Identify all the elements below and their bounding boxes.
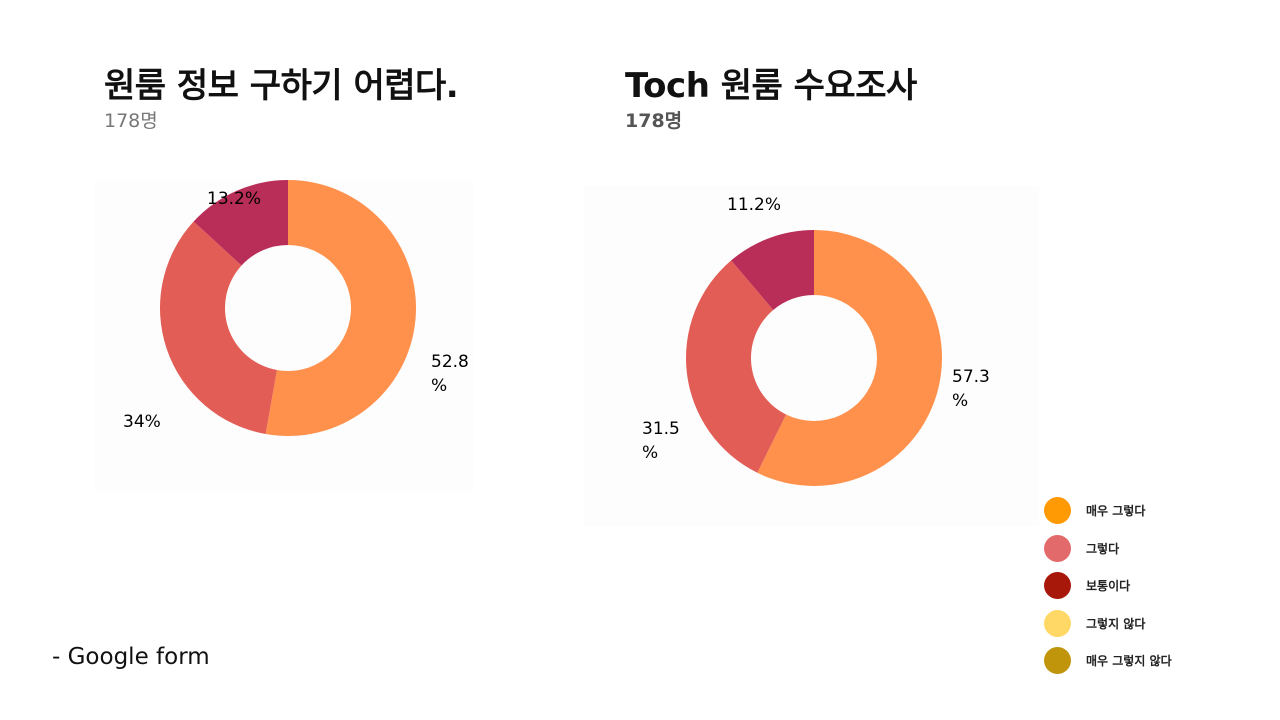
donut-slice bbox=[757, 230, 942, 486]
legend-swatch bbox=[1044, 534, 1071, 562]
legend-item-very-agree: 매우 그렇다 bbox=[1044, 492, 1172, 530]
slice-data-label: 11.2% bbox=[727, 195, 781, 215]
legend-label: 그렇지 않다 bbox=[1086, 616, 1146, 631]
legend-item-very-disagree: 매우 그렇지 않다 bbox=[1044, 642, 1172, 680]
slice-data-label: 31.5% bbox=[642, 419, 680, 463]
legend-item-neutral: 보통이다 bbox=[1044, 567, 1172, 605]
chart-title-left: 원룸 정보 구하기 어렵다. bbox=[104, 66, 459, 106]
donut-chart-panel-left: 52.8% 34% 13.2% bbox=[95, 180, 473, 492]
chart-legend: 매우 그렇다 그렇다 보통이다 그렇지 않다 매우 그렇지 않다 bbox=[1044, 492, 1172, 680]
legend-swatch bbox=[1044, 572, 1071, 600]
respondent-count-right: 178명 bbox=[625, 110, 683, 132]
donut-chart-left: 52.8 % 34% 13.2% bbox=[123, 180, 469, 436]
donut-slice bbox=[193, 180, 288, 266]
donut-chart-panel-right: 57.3% 31.5% 11.2% bbox=[584, 186, 1039, 526]
donut-chart-right: 57.3 % 31.5 % 11.2% bbox=[642, 195, 990, 486]
legend-item-disagree: 그렇지 않다 bbox=[1044, 605, 1172, 643]
donut-slice bbox=[160, 221, 277, 435]
donut-slice bbox=[731, 230, 814, 310]
slice-data-label: 34% bbox=[123, 412, 161, 432]
legend-label: 매우 그렇다 bbox=[1086, 504, 1146, 519]
legend-label: 보통이다 bbox=[1086, 579, 1131, 594]
legend-label: 그렇다 bbox=[1086, 541, 1120, 556]
donut-slice bbox=[265, 180, 417, 436]
slice-data-label: 52.8% bbox=[431, 352, 469, 396]
respondent-count-left: 178명 bbox=[104, 110, 158, 132]
legend-label: 매우 그렇지 않다 bbox=[1086, 654, 1172, 669]
legend-swatch bbox=[1044, 609, 1071, 637]
legend-swatch bbox=[1044, 497, 1071, 525]
slice-data-label: 57.3% bbox=[952, 367, 990, 411]
donut-slice bbox=[686, 260, 787, 473]
source-footnote: - Google form bbox=[52, 644, 210, 670]
legend-item-agree: 그렇다 bbox=[1044, 530, 1172, 568]
chart-title-right: Toch 원룸 수요조사 bbox=[625, 66, 917, 106]
legend-swatch bbox=[1044, 647, 1071, 675]
slice-data-label: 13.2% bbox=[207, 189, 261, 209]
